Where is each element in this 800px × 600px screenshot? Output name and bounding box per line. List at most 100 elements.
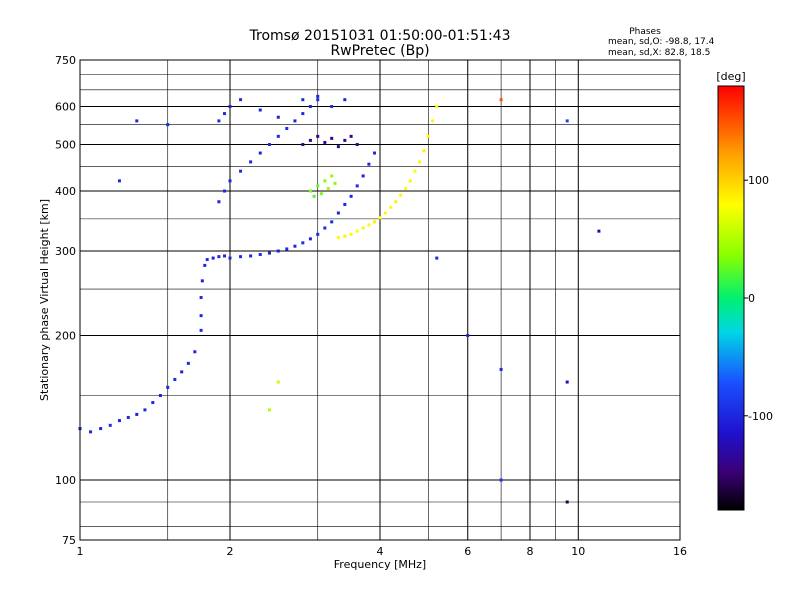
data-point (193, 350, 197, 354)
chart-subtitle: RwPretec (Bp) (330, 43, 429, 59)
data-point (199, 328, 203, 332)
major-gridlines (79, 59, 681, 541)
data-point (108, 423, 112, 427)
x-tick-label: 8 (527, 545, 534, 558)
data-point (308, 138, 312, 142)
data-point (267, 251, 271, 255)
data-point (205, 258, 209, 262)
colorbar-tick-label: 100 (748, 174, 769, 187)
data-point (336, 236, 340, 240)
data-point (151, 401, 155, 405)
x-tick-label: 4 (377, 545, 384, 558)
data-point (343, 202, 347, 206)
data-point (378, 216, 382, 220)
data-point (166, 385, 170, 389)
data-point (258, 108, 262, 112)
data-point (293, 119, 297, 123)
data-point (499, 367, 503, 371)
data-point (267, 143, 271, 147)
data-point (217, 255, 221, 259)
data-point (301, 98, 305, 102)
data-point (158, 394, 162, 398)
data-point (285, 247, 289, 251)
legend-line-x: mean, sd,X: 82.8, 18.5 (608, 48, 710, 58)
data-point (355, 143, 359, 147)
data-point (249, 254, 253, 258)
data-point (349, 194, 353, 198)
y-tick-label: 75 (62, 534, 76, 547)
data-point (373, 151, 377, 155)
data-point (143, 408, 147, 412)
data-point (223, 112, 227, 116)
data-point (249, 160, 253, 164)
data-point (217, 119, 221, 123)
data-point (211, 256, 215, 260)
data-point (355, 229, 359, 233)
y-axis-label: Stationary phase Virtual Height [km] (38, 199, 51, 401)
data-point (403, 186, 407, 190)
y-axis-ticks: 75 100 200 300 400 500 600 750 (55, 54, 76, 547)
data-point (355, 184, 359, 188)
x-axis-label: Frequency [MHz] (334, 558, 426, 571)
data-point (276, 380, 280, 384)
data-point (435, 105, 439, 109)
data-point (367, 223, 371, 227)
legend-title: Phases (629, 27, 661, 37)
data-point (316, 94, 320, 98)
data-point (336, 211, 340, 215)
data-point (223, 189, 227, 193)
data-point (135, 412, 139, 416)
data-point (258, 151, 262, 155)
data-point (565, 500, 569, 504)
data-point (228, 256, 232, 260)
data-point (301, 112, 305, 116)
colorbar-tick-label: -100 (748, 410, 773, 423)
data-point (389, 205, 393, 209)
data-point (319, 192, 323, 196)
data-point (336, 145, 340, 149)
data-point (361, 174, 365, 178)
y-tick-label: 600 (55, 101, 76, 114)
data-point (323, 226, 327, 230)
data-point (293, 244, 297, 248)
data-point (597, 229, 601, 233)
data-point (383, 211, 387, 215)
y-tick-label: 750 (55, 54, 76, 67)
data-point (323, 140, 327, 144)
data-point (117, 179, 121, 183)
data-point (276, 249, 280, 253)
data-point (117, 419, 121, 423)
data-point (276, 134, 280, 138)
x-tick-label: 10 (571, 545, 585, 558)
legend-line-o: mean, sd,O: -98.8, 17.4 (608, 37, 715, 47)
data-point (308, 189, 312, 193)
data-point (276, 115, 280, 119)
data-point (126, 415, 130, 419)
x-tick-label: 1 (77, 545, 84, 558)
data-point (399, 193, 403, 197)
colorbar-ticks: 100 0 -100 (744, 174, 773, 423)
data-point (431, 119, 435, 123)
x-tick-label: 16 (673, 545, 687, 558)
y-tick-label: 500 (55, 139, 76, 152)
data-point (565, 380, 569, 384)
data-point (326, 186, 330, 190)
data-point (349, 134, 353, 138)
data-point (180, 370, 184, 374)
data-point (426, 134, 430, 138)
x-tick-label: 2 (227, 545, 234, 558)
data-point (330, 220, 334, 224)
data-point (223, 254, 227, 258)
data-point (361, 226, 365, 230)
data-point (435, 256, 439, 260)
data-point (343, 98, 347, 102)
data-point (239, 169, 243, 173)
data-point (228, 105, 232, 109)
data-point (330, 174, 334, 178)
data-point (316, 134, 320, 138)
data-point (373, 220, 377, 224)
data-point (413, 169, 417, 173)
data-point (239, 255, 243, 259)
data-point (199, 296, 203, 300)
